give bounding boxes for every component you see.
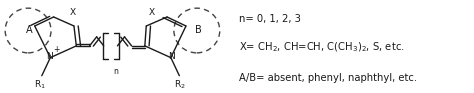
Text: X: X bbox=[149, 8, 155, 17]
Text: n: n bbox=[113, 67, 118, 76]
Text: A: A bbox=[26, 25, 32, 35]
Text: R$_1$: R$_1$ bbox=[34, 78, 46, 91]
Text: X: X bbox=[70, 8, 75, 17]
Text: B: B bbox=[195, 25, 201, 35]
Text: n= 0, 1, 2, 3: n= 0, 1, 2, 3 bbox=[239, 14, 301, 24]
Text: X= CH$_2$, CH=CH, C(CH$_3$)$_2$, S, etc.: X= CH$_2$, CH=CH, C(CH$_3$)$_2$, S, etc. bbox=[239, 41, 405, 54]
Text: R$_2$: R$_2$ bbox=[174, 78, 186, 91]
Text: +: + bbox=[53, 45, 60, 54]
Text: N: N bbox=[46, 52, 53, 61]
Text: A/B= absent, phenyl, naphthyl, etc.: A/B= absent, phenyl, naphthyl, etc. bbox=[239, 73, 418, 83]
Text: N: N bbox=[168, 52, 175, 61]
